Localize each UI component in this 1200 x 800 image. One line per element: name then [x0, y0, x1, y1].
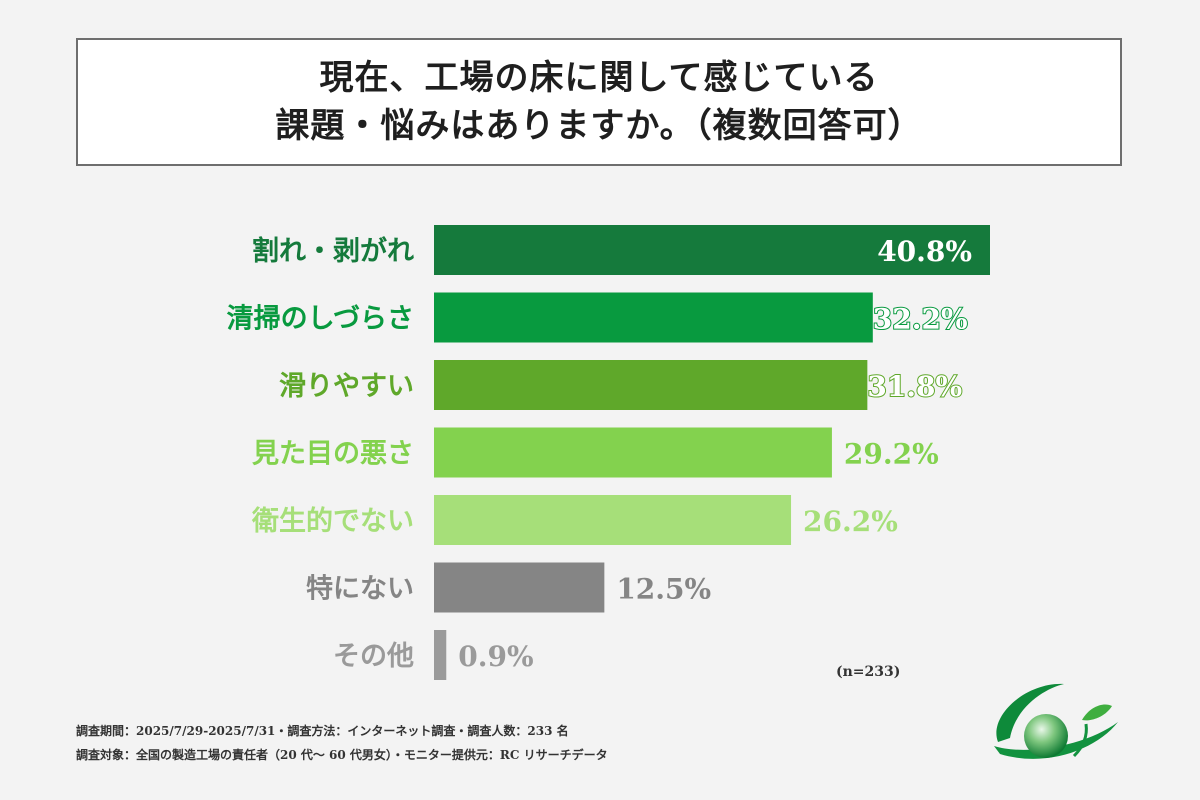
category-label-1: 清掃のしづらさ: [227, 304, 414, 335]
category-label-5: 特にない: [306, 574, 414, 605]
survey-info-line-2: 調査対象：全国の製造工場の責任者（20 代〜 60 代男女）・モニター提供元：R…: [76, 748, 608, 762]
sample-size-note: (n=233): [836, 664, 901, 680]
value-label-0: 40.8%: [877, 235, 972, 268]
value-label-3: 29.2%: [844, 438, 939, 471]
value-label-1: 32.2%: [873, 303, 968, 336]
category-label-2: 滑りやすい: [279, 371, 414, 402]
bar-6: [434, 630, 447, 680]
category-label-6: その他: [333, 641, 414, 672]
value-label-5: 12.5%: [616, 573, 711, 606]
value-label-4: 26.2%: [803, 505, 898, 538]
bar-0: [434, 225, 990, 275]
bar-2: [434, 360, 868, 410]
value-label-2: 31.8%: [867, 370, 962, 403]
title-box: 現在、工場の床に関して感じている 課題・悩みはありますか。（複数回答可）: [76, 38, 1122, 166]
category-label-0: 割れ・剥がれ: [252, 235, 414, 267]
company-logo-icon: [994, 683, 1118, 759]
survey-info-line-1: 調査期間：2025/7/29-2025/7/31・調査方法：インターネット調査・…: [76, 724, 569, 738]
value-label-6: 0.9%: [458, 640, 533, 673]
bar-1: [434, 292, 873, 343]
bar-5: [434, 562, 605, 613]
chart-title-line-2: 課題・悩みはありますか。（複数回答可）: [275, 106, 923, 146]
category-label-4: 衛生的でない: [251, 505, 414, 537]
bar-3: [434, 427, 832, 478]
bar-4: [434, 495, 792, 545]
category-label-3: 見た目の悪さ: [252, 439, 414, 470]
chart-title-line-1: 現在、工場の床に関して感じている: [319, 58, 879, 98]
